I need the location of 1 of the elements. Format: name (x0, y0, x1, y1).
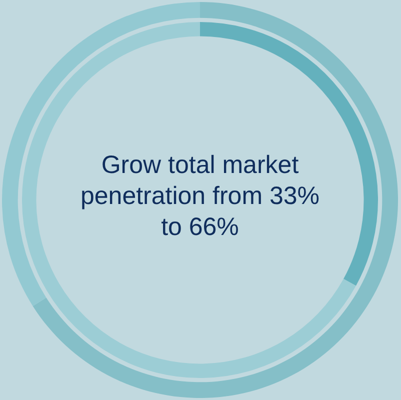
text: Grow total market penetration from 33% to 66% (80, 150, 320, 243)
